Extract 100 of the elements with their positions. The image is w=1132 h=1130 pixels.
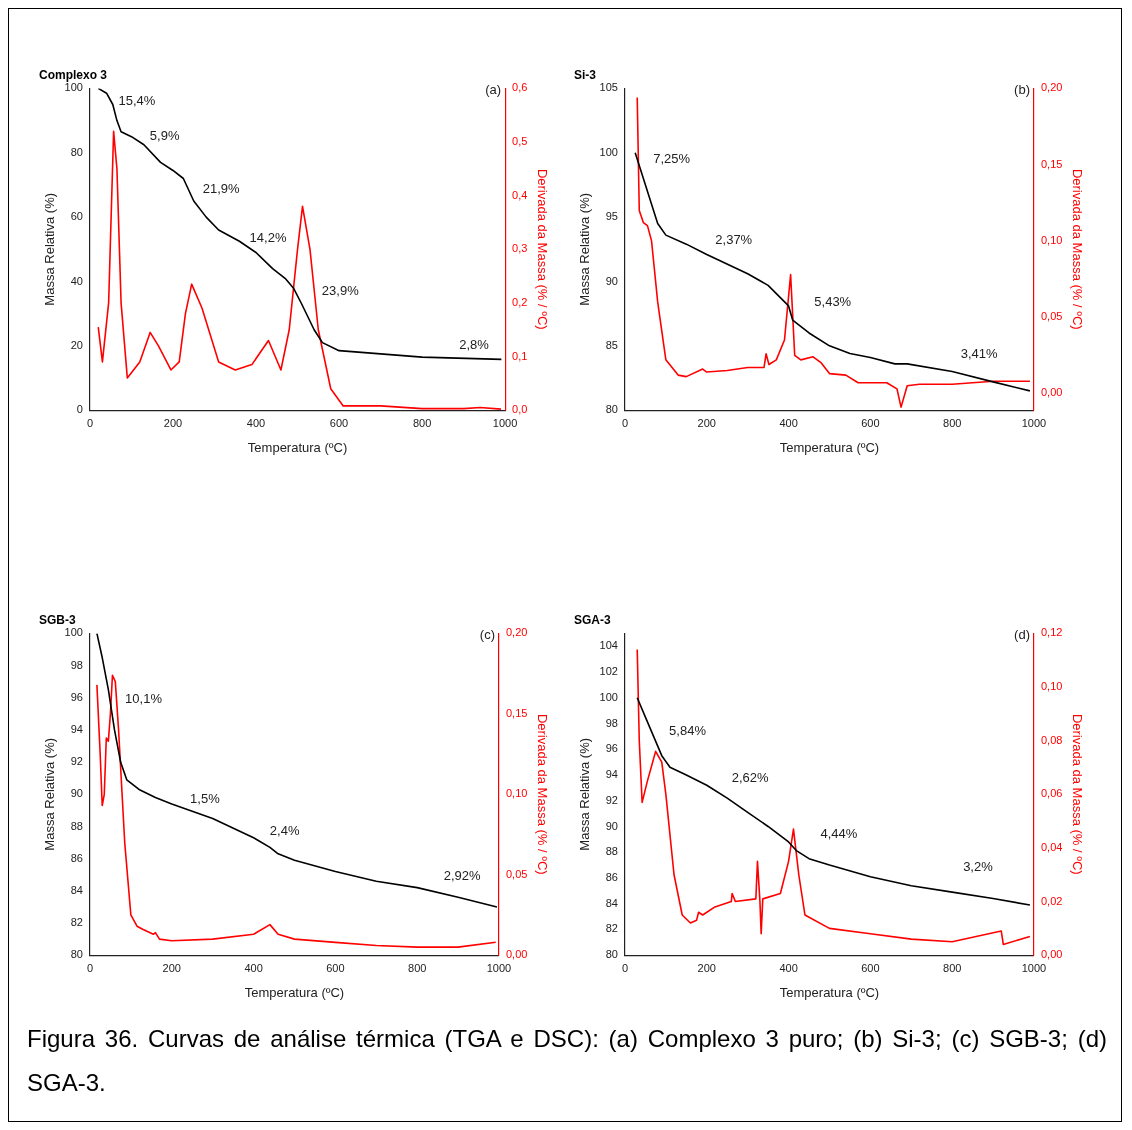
y2-axis-title: Derivada da Massa (% / ºC) — [534, 168, 550, 330]
annotation: 2,92% — [443, 867, 482, 883]
y2-tick-label: 0,05 — [505, 867, 528, 880]
y-axis-title: Massa Relativa (%) — [42, 192, 58, 306]
y-tick-label: 85 — [605, 338, 618, 351]
annotation: 2,4% — [269, 822, 300, 838]
x-tick-label: 1000 — [1021, 416, 1047, 429]
y2-tick-label: 0,05 — [1040, 310, 1063, 323]
x-tick-label: 200 — [163, 416, 183, 429]
x-tick-label: 0 — [86, 961, 94, 974]
annotation: (d) — [1014, 626, 1030, 642]
y2-axis-title: Derivada da Massa (% / ºC) — [1069, 713, 1085, 875]
y-tick-label: 95 — [605, 210, 618, 223]
y-tick-label: 100 — [64, 626, 83, 639]
annotation: 5,43% — [814, 293, 852, 309]
x-tick-label: 600 — [861, 416, 880, 429]
y-tick-label: 82 — [70, 916, 83, 929]
y-tick-label: 100 — [64, 81, 83, 94]
x-axis-title: Temperatura (ºC) — [779, 984, 880, 1000]
x-axis-title: Temperatura (ºC) — [247, 439, 348, 455]
chart-title: Complexo 3 — [39, 67, 108, 82]
annotation: 15,4% — [118, 92, 156, 108]
y2-tick-label: 0,15 — [505, 706, 528, 719]
y-tick-label: 60 — [70, 210, 83, 223]
annotation: 5,9% — [149, 128, 180, 144]
y-tick-label: 92 — [605, 793, 618, 806]
x-tick-label: 200 — [697, 416, 716, 429]
y2-axis-title: Derivada da Massa (% / ºC) — [534, 713, 550, 875]
y-tick-label: 100 — [599, 145, 618, 158]
y2-tick-label: 0,5 — [512, 135, 528, 148]
y-tick-label: 96 — [70, 690, 83, 703]
annotation: 2,37% — [715, 231, 753, 247]
x-tick-label: 800 — [408, 961, 427, 974]
y2-tick-label: 0,10 — [1040, 233, 1063, 246]
y2-tick-label: 0,00 — [1040, 948, 1063, 961]
x-tick-label: 600 — [329, 416, 349, 429]
y2-tick-label: 0,10 — [505, 787, 528, 800]
y-tick-label: 80 — [605, 948, 618, 961]
text: Figura 36. Curvas de análise térmica (TGA e DSC): (a) Complexo 3 puro; (b) Si-3; (c) SGB-3; (d) SGA-3. — [27, 1024, 1107, 1098]
annotation: 4,44% — [820, 825, 858, 841]
x-tick-label: 800 — [943, 416, 962, 429]
y-axis-title: Massa Relativa (%) — [577, 192, 593, 306]
y-tick-label: 80 — [70, 145, 83, 158]
x-tick-label: 1000 — [492, 416, 518, 429]
chart-title: SGB-3 — [39, 612, 76, 627]
chart-title: Si-3 — [574, 67, 597, 82]
y2-tick-label: 0,10 — [1040, 680, 1063, 693]
annotation: 10,1% — [125, 690, 163, 706]
y-axis-title: Massa Relativa (%) — [577, 737, 593, 851]
y2-tick-label: 0,15 — [1040, 157, 1063, 170]
y2-tick-label: 0,20 — [1040, 81, 1063, 94]
x-tick-label: 600 — [326, 961, 345, 974]
x-tick-label: 1000 — [486, 961, 512, 974]
annotation: 1,5% — [190, 790, 221, 806]
annotation: (b) — [1014, 81, 1030, 97]
x-axis-title: Temperatura (ºC) — [244, 984, 345, 1000]
y-tick-label: 84 — [605, 896, 618, 909]
y2-axis-title: Derivada da Massa (% / ºC) — [1069, 168, 1085, 330]
y-tick-label: 102 — [599, 665, 618, 678]
annotation: (a) — [485, 81, 502, 97]
y-tick-label: 40 — [70, 274, 83, 287]
y-tick-label: 86 — [605, 871, 618, 883]
x-tick-label: 400 — [779, 961, 798, 974]
annotation: (c) — [479, 626, 495, 642]
y2-tick-label: 0,00 — [1040, 386, 1063, 399]
annotation: 14,2% — [249, 229, 287, 245]
x-axis-title: Temperatura (ºC) — [779, 439, 880, 455]
annotation: 3,41% — [960, 346, 999, 362]
chart-title: SGA-3 — [574, 612, 611, 627]
x-tick-label: 400 — [246, 416, 266, 429]
y-tick-label: 92 — [70, 755, 83, 768]
annotation: 3,2% — [963, 859, 994, 875]
y-axis-title: Massa Relativa (%) — [42, 737, 58, 851]
annotation: 23,9% — [321, 282, 360, 298]
x-tick-label: 200 — [697, 961, 716, 974]
x-tick-label: 800 — [943, 961, 962, 974]
y-tick-label: 104 — [599, 639, 618, 652]
x-tick-label: 1000 — [1021, 961, 1047, 974]
annotation: 21,9% — [202, 181, 241, 197]
annotation: 7,25% — [653, 150, 691, 166]
y2-tick-label: 0,1 — [512, 349, 528, 362]
y-tick-label: 94 — [70, 722, 83, 735]
y-tick-label: 90 — [605, 819, 618, 832]
annotation: 5,84% — [669, 722, 707, 738]
y-tick-label: 80 — [70, 948, 83, 961]
x-tick-label: 0 — [621, 416, 629, 429]
y-tick-label: 98 — [605, 716, 618, 729]
y2-tick-label: 0,3 — [512, 242, 528, 255]
y-tick-label: 94 — [605, 768, 618, 781]
y-tick-label: 0 — [76, 403, 83, 416]
x-tick-label: 800 — [412, 416, 432, 429]
x-tick-label: 0 — [621, 961, 629, 974]
y-tick-label: 96 — [605, 742, 618, 755]
annotation: 2,8% — [459, 337, 490, 353]
y2-tick-label: 0,2 — [512, 295, 528, 308]
x-tick-label: 600 — [861, 961, 880, 974]
y-tick-label: 98 — [70, 658, 83, 671]
y2-tick-label: 0,06 — [1040, 787, 1063, 800]
y2-tick-label: 0,08 — [1040, 733, 1063, 746]
y-tick-label: 80 — [605, 403, 618, 416]
